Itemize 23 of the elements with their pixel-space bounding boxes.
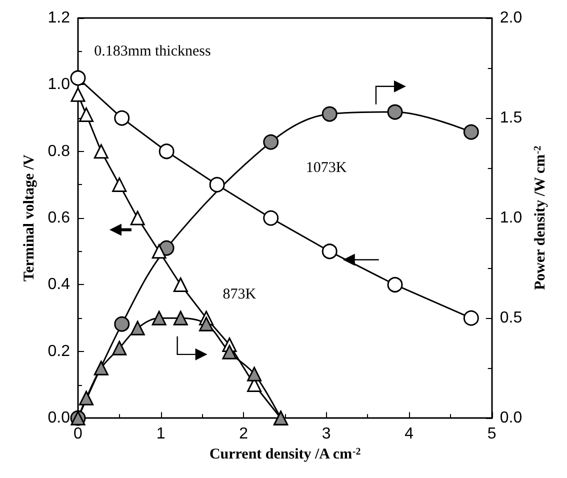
- x-tick-label: 4: [404, 426, 414, 443]
- annotation: 1073K: [306, 160, 347, 176]
- annotation: 873K: [222, 286, 256, 303]
- y-axis-title: Terminal voltage /V: [21, 154, 38, 282]
- annotation: 0.183mm thickness: [94, 43, 211, 60]
- x-tick-label: 3: [322, 426, 331, 443]
- y2-axis-title: Power density /W cm-2: [532, 146, 548, 290]
- y2-tick-label: 1.5: [500, 110, 522, 127]
- y2-tick-label: 0.5: [500, 310, 522, 327]
- x-tick-label: 1: [156, 426, 166, 443]
- x-tick-label: 0: [74, 426, 83, 443]
- y-tick-label: 0.8: [48, 142, 70, 160]
- y2-tick-label: 2.0: [500, 10, 522, 26]
- y-tick-label: 1.2: [48, 10, 70, 26]
- y2-tick-label: 0.0: [500, 410, 522, 427]
- y-tick-label: 1.0: [48, 76, 70, 94]
- y-tick-label: 0.2: [48, 342, 70, 360]
- x-tick-label: 5: [487, 426, 496, 443]
- y-tick-label: 0.0: [48, 410, 70, 427]
- y2-tick-label: 1.0: [500, 210, 522, 227]
- y-tick-label: 0.6: [48, 210, 70, 227]
- x-tick-label: 2: [239, 426, 248, 443]
- y-tick-label: 0.4: [48, 276, 70, 294]
